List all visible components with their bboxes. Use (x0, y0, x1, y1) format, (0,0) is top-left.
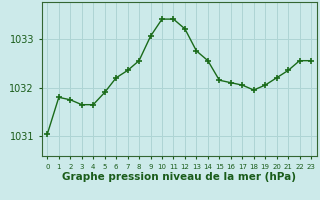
X-axis label: Graphe pression niveau de la mer (hPa): Graphe pression niveau de la mer (hPa) (62, 172, 296, 182)
